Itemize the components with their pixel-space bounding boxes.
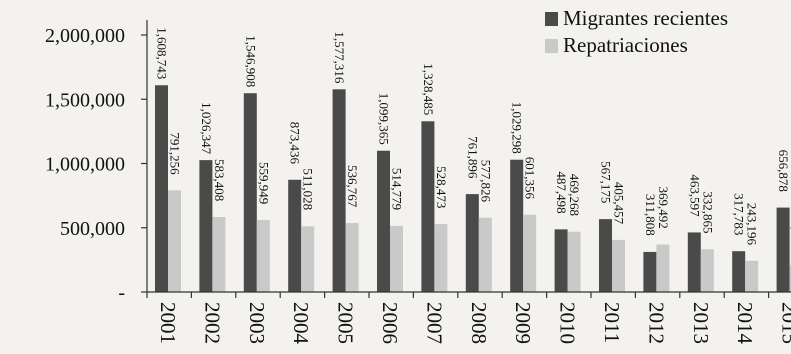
data-label-migrantes: 1,029,298 <box>510 102 525 154</box>
bar-migrantes-recientes <box>599 219 612 292</box>
data-label-migrantes: 567,175 <box>599 161 614 203</box>
x-tick-label: 2003 <box>245 302 269 344</box>
data-label-migrantes: 1,328,485 <box>421 63 436 115</box>
bar-migrantes-recientes <box>332 89 346 292</box>
bar-repatriaciones <box>478 217 492 292</box>
x-tick-label: 2010 <box>556 302 580 344</box>
x-tick-label: 2004 <box>289 302 313 345</box>
y-tick-label: 1,500,000 <box>45 89 125 111</box>
bar-repatriaciones <box>345 223 359 292</box>
legend-swatch <box>545 12 558 26</box>
data-label-repatriaciones: 514,779 <box>390 168 405 210</box>
data-label-repatriaciones: 528,473 <box>434 166 449 208</box>
data-label-repatriaciones: 601,356 <box>523 157 538 200</box>
bar-repatriaciones <box>656 244 670 292</box>
data-label-repatriaciones: 405,457 <box>612 182 627 225</box>
bar-migrantes-recientes <box>288 179 302 292</box>
bar-repatriaciones <box>168 190 181 292</box>
data-label-migrantes: 761,896 <box>465 136 480 179</box>
bar-repatriaciones <box>745 260 759 292</box>
data-label-repatriaciones: 332,865 <box>700 191 715 233</box>
data-label-migrantes: 317,783 <box>732 193 747 235</box>
x-tick-label: 2012 <box>644 302 668 344</box>
x-axis: 2001 2002 2003 2004 2005 2006 2007 2008 2009 2010… <box>146 291 791 345</box>
data-label-repatriaciones: 243,196 <box>745 203 760 246</box>
bar-migrantes-recientes <box>510 159 524 292</box>
data-label-repatriaciones: 207,392 <box>789 207 791 249</box>
bars-group <box>155 85 791 293</box>
bar-repatriaciones <box>434 224 448 292</box>
data-label-migrantes: 1,608,743 <box>155 27 170 79</box>
data-label-migrantes: 1,546,908 <box>243 35 258 87</box>
data-label-migrantes: 1,026,347 <box>199 102 214 155</box>
bar-migrantes-recientes <box>155 85 168 293</box>
bar-repatriaciones <box>789 265 791 292</box>
data-label-repatriaciones: 511,028 <box>301 168 316 210</box>
legend: Migrantes recientes Repatriaciones <box>545 6 728 57</box>
bar-migrantes-recientes <box>377 150 390 292</box>
x-tick-label: 2005 <box>334 302 358 344</box>
bar-migrantes-recientes <box>732 251 746 292</box>
bar-migrantes-recientes <box>199 160 213 292</box>
bar-repatriaciones <box>700 249 714 292</box>
data-label-repatriaciones: 791,256 <box>168 132 183 175</box>
data-label-repatriaciones: 559,949 <box>256 162 271 204</box>
x-tick-label: 2008 <box>467 302 491 344</box>
bar-repatriaciones <box>256 220 270 292</box>
bar-migrantes-recientes <box>776 207 790 292</box>
bar-repatriaciones <box>612 239 625 292</box>
data-label-migrantes: 487,498 <box>554 171 569 213</box>
bar-repatriaciones <box>390 225 403 292</box>
bar-repatriaciones <box>523 214 537 292</box>
y-axis: - 500,000 1,000,000 1,500,000 2,000,000 <box>45 20 148 304</box>
data-label-repatriaciones: 583,408 <box>212 159 227 201</box>
legend-label: Migrantes recientes <box>563 6 728 30</box>
bar-migrantes-recientes <box>465 194 479 292</box>
bar-migrantes-recientes <box>243 93 257 292</box>
data-label-migrantes: 311,808 <box>643 194 658 236</box>
x-tick-label: 2011 <box>600 302 624 343</box>
x-tick-label: 2007 <box>422 302 446 344</box>
x-tick-label: 2002 <box>200 302 224 344</box>
data-label-repatriaciones: 536,767 <box>345 165 360 208</box>
data-label-repatriaciones: 577,826 <box>478 160 493 203</box>
data-label-migrantes: 1,577,316 <box>332 31 347 84</box>
bar-migrantes-recientes <box>554 229 568 292</box>
x-tick-label: 2013 <box>689 302 713 344</box>
data-labels-group: 1,608,743 1,026,347 1,546,908 873,436 1,577,… <box>155 27 791 249</box>
y-tick-label: 500,000 <box>60 218 125 240</box>
bar-repatriaciones <box>212 217 226 292</box>
data-label-migrantes: 656,878 <box>776 150 791 192</box>
data-label-repatriaciones: 369,492 <box>656 187 671 229</box>
bar-repatriaciones <box>567 231 581 292</box>
y-tick-label: 1,000,000 <box>45 154 125 176</box>
bar-repatriaciones <box>301 226 315 292</box>
bar-migrantes-recientes <box>687 232 701 292</box>
bar-migrantes-recientes <box>643 251 657 292</box>
y-tick-label: - <box>118 282 125 304</box>
data-label-migrantes: 1,099,365 <box>377 93 392 145</box>
y-tick-label: 2,000,000 <box>45 25 125 47</box>
x-tick-label: 2009 <box>511 302 535 344</box>
x-tick-label: 2006 <box>378 302 402 344</box>
data-label-migrantes: 873,436 <box>288 122 303 165</box>
bar-migrantes-recientes <box>421 121 435 293</box>
x-tick-label: 2001 <box>156 302 180 344</box>
x-tick-label: 2015 <box>778 302 791 344</box>
legend-swatch <box>545 39 558 53</box>
data-label-migrantes: 463,597 <box>687 174 702 217</box>
data-label-repatriaciones: 469,268 <box>567 174 582 216</box>
legend-label: Repatriaciones <box>563 33 688 57</box>
x-tick-label: 2014 <box>733 302 757 345</box>
